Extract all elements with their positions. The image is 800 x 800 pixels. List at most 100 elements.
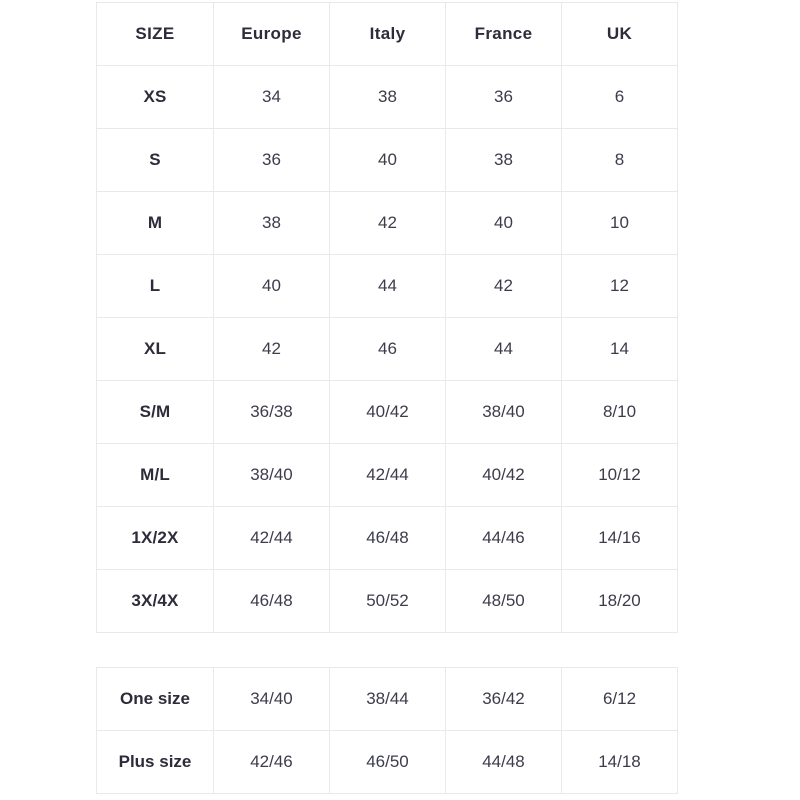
europe-value: 42/44: [250, 528, 293, 547]
cell-europe: 38: [213, 191, 330, 255]
cell-size: 3X/4X: [96, 569, 214, 633]
italy-value: 40/42: [366, 402, 409, 421]
standard-size-conversion-table: SIZE Europe Italy France UK XS 34 38 36 …: [96, 2, 678, 633]
cell-italy: 46: [329, 317, 446, 381]
cell-size: XL: [96, 317, 214, 381]
cell-europe: 40: [213, 254, 330, 318]
cell-uk: 8/10: [561, 380, 678, 444]
table-row: One size 34/40 38/44 36/42 6/12: [96, 667, 678, 731]
italy-value: 50/52: [366, 591, 409, 610]
cell-size: M: [96, 191, 214, 255]
cell-france: 38/40: [445, 380, 562, 444]
cell-italy: 42: [329, 191, 446, 255]
cell-italy: 38: [329, 65, 446, 129]
size-label: M/L: [140, 465, 170, 484]
table-row: L 40 44 42 12: [96, 254, 678, 318]
cell-europe: 36/38: [213, 380, 330, 444]
uk-value: 8: [614, 150, 625, 169]
europe-value: 40: [262, 276, 281, 295]
cell-size: Plus size: [96, 730, 214, 794]
europe-value: 34: [262, 87, 281, 106]
table-header: SIZE Europe Italy France UK: [96, 2, 678, 66]
uk-value: 6: [614, 87, 625, 106]
cell-uk: 14/16: [561, 506, 678, 570]
size-label: M: [147, 213, 163, 232]
size-label: Plus size: [118, 752, 192, 771]
cell-uk: 6/12: [561, 667, 678, 731]
table-row: M 38 42 40 10: [96, 191, 678, 255]
cell-size: S/M: [96, 380, 214, 444]
europe-value: 38: [262, 213, 281, 232]
size-label: One size: [120, 689, 190, 708]
italy-value: 38: [378, 87, 397, 106]
header-row: SIZE Europe Italy France UK: [96, 2, 678, 66]
uk-value: 14: [610, 339, 629, 358]
france-value: 40: [494, 213, 513, 232]
size-label: 3X/4X: [131, 591, 179, 610]
column-header-france: France: [445, 2, 562, 66]
cell-size: 1X/2X: [96, 506, 214, 570]
cell-france: 48/50: [445, 569, 562, 633]
cell-size: XS: [96, 65, 214, 129]
size-label: L: [149, 276, 161, 295]
cell-europe: 42/44: [213, 506, 330, 570]
europe-value: 46/48: [250, 591, 293, 610]
column-header-size-label: SIZE: [135, 24, 175, 43]
france-value: 36: [494, 87, 513, 106]
italy-value: 40: [378, 150, 397, 169]
table-body: XS 34 38 36 6 S 36 40 38 8 M 38 42 40 10: [96, 65, 678, 633]
italy-value: 38/44: [366, 689, 409, 708]
column-header-italy-label: Italy: [369, 24, 406, 43]
cell-france: 44: [445, 317, 562, 381]
column-header-europe-label: Europe: [241, 24, 302, 43]
europe-value: 42/46: [250, 752, 293, 771]
cell-italy: 40: [329, 128, 446, 192]
table-row: XS 34 38 36 6: [96, 65, 678, 129]
cell-uk: 10/12: [561, 443, 678, 507]
europe-value: 38/40: [250, 465, 293, 484]
uk-value: 10/12: [598, 465, 641, 484]
uk-value: 14/16: [598, 528, 641, 547]
cell-uk: 14: [561, 317, 678, 381]
europe-value: 36/38: [250, 402, 293, 421]
cell-uk: 18/20: [561, 569, 678, 633]
france-value: 38: [494, 150, 513, 169]
cell-france: 40: [445, 191, 562, 255]
column-header-uk: UK: [561, 2, 678, 66]
italy-value: 44: [378, 276, 397, 295]
size-label: XL: [143, 339, 167, 358]
cell-europe: 42/46: [213, 730, 330, 794]
cell-france: 44/48: [445, 730, 562, 794]
cell-france: 36/42: [445, 667, 562, 731]
cell-italy: 46/50: [329, 730, 446, 794]
table-row: M/L 38/40 42/44 40/42 10/12: [96, 443, 678, 507]
cell-italy: 40/42: [329, 380, 446, 444]
cell-size: M/L: [96, 443, 214, 507]
cell-uk: 14/18: [561, 730, 678, 794]
column-header-uk-label: UK: [606, 24, 633, 43]
cell-italy: 50/52: [329, 569, 446, 633]
table-row: XL 42 46 44 14: [96, 317, 678, 381]
cell-uk: 6: [561, 65, 678, 129]
cell-france: 44/46: [445, 506, 562, 570]
cell-france: 38: [445, 128, 562, 192]
one-size-conversion-table: One size 34/40 38/44 36/42 6/12 Plus siz…: [96, 667, 678, 794]
italy-value: 46/48: [366, 528, 409, 547]
table-row: 1X/2X 42/44 46/48 44/46 14/16: [96, 506, 678, 570]
table-row: 3X/4X 46/48 50/52 48/50 18/20: [96, 569, 678, 633]
cell-uk: 12: [561, 254, 678, 318]
uk-value: 12: [610, 276, 629, 295]
table-body: One size 34/40 38/44 36/42 6/12 Plus siz…: [96, 667, 678, 794]
size-label: S: [149, 150, 161, 169]
table-row: S/M 36/38 40/42 38/40 8/10: [96, 380, 678, 444]
cell-europe: 38/40: [213, 443, 330, 507]
france-value: 40/42: [482, 465, 525, 484]
italy-value: 42: [378, 213, 397, 232]
uk-value: 14/18: [598, 752, 641, 771]
europe-value: 36: [262, 150, 281, 169]
table-row: Plus size 42/46 46/50 44/48 14/18: [96, 730, 678, 794]
column-header-italy: Italy: [329, 2, 446, 66]
france-value: 44/46: [482, 528, 525, 547]
column-header-france-label: France: [474, 24, 533, 43]
